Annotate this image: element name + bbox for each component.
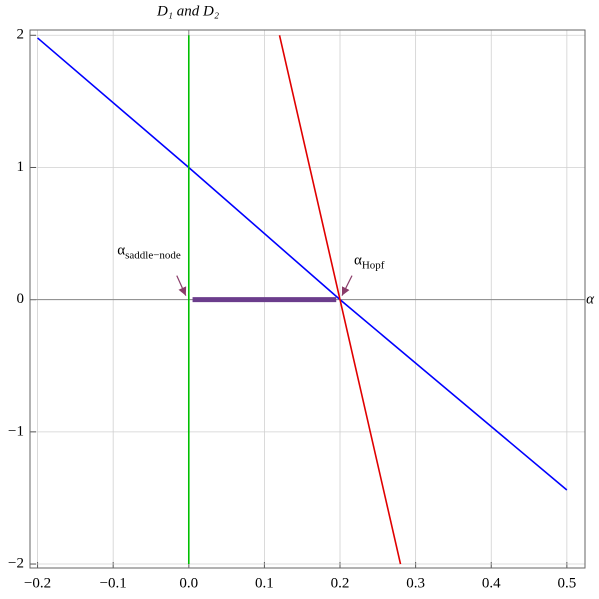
x-axis-label: α: [586, 291, 595, 307]
series-line: [37, 37, 568, 491]
x-tick-label: −0.2: [24, 575, 51, 591]
x-tick-label: 0.0: [179, 575, 198, 591]
y-tick-label: 0: [17, 291, 25, 307]
y-tick-label: −2: [8, 555, 24, 571]
y-tick-label: −1: [8, 423, 24, 439]
annotation-subscript: saddle−node: [125, 249, 181, 261]
annotation-symbol: α: [117, 243, 125, 259]
y-axis-label: D₁ and D₂: [156, 3, 219, 19]
plot-frame: [29, 29, 586, 569]
series-line: [278, 35, 402, 565]
annotation-subscript: Hopf: [362, 259, 385, 271]
annotation-label: αHopf: [354, 253, 385, 271]
annotation-arrow: [176, 275, 187, 296]
y-tick-label: 2: [17, 27, 25, 43]
x-tick-label: 0.5: [557, 575, 576, 591]
x-tick-label: 0.2: [331, 575, 350, 591]
x-tick-label: 0.4: [482, 575, 501, 591]
x-tick-label: −0.1: [100, 575, 127, 591]
annotation-symbol: α: [354, 253, 362, 269]
y-tick-label: 1: [17, 159, 25, 175]
x-tick-label: 0.1: [255, 575, 274, 591]
annotation-label: αsaddle−node: [117, 243, 181, 261]
x-tick-label: 0.3: [406, 575, 425, 591]
annotation-arrow: [341, 275, 353, 296]
